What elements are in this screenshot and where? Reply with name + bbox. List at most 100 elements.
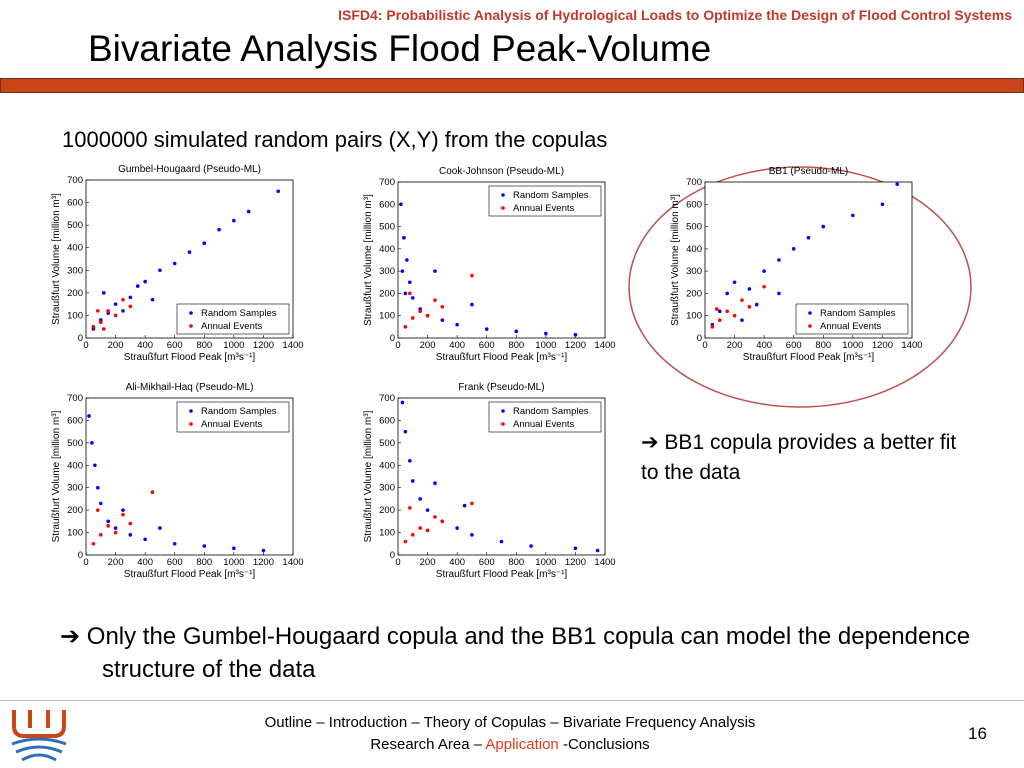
y-axis-label: Straußfurt Volume [million m³] bbox=[363, 410, 374, 542]
point bbox=[425, 313, 430, 318]
x-tick-label: 1400 bbox=[901, 340, 922, 351]
point bbox=[440, 318, 445, 322]
point bbox=[217, 227, 221, 232]
x-axis-label: Straußfurt Flood Peak [m³s⁻¹] bbox=[124, 569, 256, 580]
x-tick-label: 1000 bbox=[535, 340, 556, 351]
y-tick-label: 0 bbox=[78, 550, 83, 561]
point bbox=[747, 287, 752, 291]
y-tick-label: 500 bbox=[379, 438, 395, 449]
point bbox=[158, 526, 162, 530]
point bbox=[261, 548, 266, 553]
legend-marker bbox=[189, 324, 193, 328]
point bbox=[895, 182, 900, 187]
legend-marker bbox=[189, 311, 193, 315]
x-tick-label: 600 bbox=[479, 557, 495, 568]
y-tick-label: 0 bbox=[390, 550, 395, 561]
legend-marker bbox=[501, 206, 505, 210]
point bbox=[101, 327, 106, 331]
point bbox=[777, 258, 781, 262]
point bbox=[418, 526, 422, 530]
y-tick-label: 300 bbox=[67, 265, 83, 276]
point bbox=[143, 537, 147, 542]
point bbox=[403, 429, 408, 434]
y-axis-label: Straußfurt Volume [million m³] bbox=[51, 193, 62, 325]
chart-title: Cook-Johnson (Pseudo-ML) bbox=[439, 166, 564, 177]
bottom-note: ➔ Only the Gumbel-Hougaard copula and th… bbox=[60, 623, 971, 683]
point bbox=[433, 515, 437, 519]
x-tick-label: 800 bbox=[508, 340, 524, 351]
point bbox=[106, 519, 110, 524]
point bbox=[128, 521, 133, 526]
x-tick-label: 600 bbox=[786, 340, 802, 351]
x-tick-label: 1200 bbox=[565, 557, 586, 568]
point bbox=[595, 548, 600, 553]
y-tick-label: 200 bbox=[379, 288, 395, 299]
point bbox=[96, 485, 100, 490]
scatter-chart: Frank (Pseudo-ML)0 200 400 600 800 1000 1200 14… bbox=[363, 382, 616, 580]
legend-label: Random Samples bbox=[820, 308, 896, 319]
point bbox=[880, 202, 885, 207]
point bbox=[90, 441, 94, 445]
y-tick-label: 0 bbox=[697, 333, 702, 344]
legend-marker bbox=[808, 311, 812, 315]
point bbox=[400, 269, 405, 273]
legend-label: Annual Events bbox=[201, 419, 263, 430]
point bbox=[573, 332, 578, 337]
point bbox=[408, 506, 412, 510]
point bbox=[725, 291, 729, 296]
y-axis-label: Straußfurt Volume [million m³] bbox=[670, 194, 681, 326]
x-tick-label: 1400 bbox=[594, 340, 615, 351]
point bbox=[158, 268, 162, 273]
x-tick-label: 800 bbox=[815, 340, 831, 351]
x-tick-label: 600 bbox=[167, 557, 183, 568]
point bbox=[470, 273, 474, 278]
y-tick-label: 700 bbox=[67, 175, 83, 186]
point bbox=[187, 250, 192, 255]
y-tick-label: 600 bbox=[379, 415, 395, 426]
y-tick-label: 100 bbox=[686, 311, 702, 322]
point bbox=[408, 291, 412, 296]
y-tick-label: 600 bbox=[379, 199, 395, 210]
point bbox=[514, 329, 519, 334]
point bbox=[418, 497, 422, 501]
scatter-chart: Gumbel-Hougaard (Pseudo-ML) 0 200 400 600 800… bbox=[51, 164, 304, 363]
point bbox=[93, 463, 97, 468]
x-tick-label: 0 bbox=[83, 557, 88, 568]
point bbox=[101, 291, 106, 295]
point bbox=[425, 528, 430, 533]
point bbox=[121, 297, 125, 302]
x-axis-label: Straußfurt Flood Peak [m³s⁻¹] bbox=[436, 352, 568, 363]
x-tick-label: 600 bbox=[479, 340, 495, 351]
point bbox=[121, 508, 125, 512]
point bbox=[573, 546, 578, 551]
y-tick-label: 100 bbox=[379, 528, 395, 539]
legend bbox=[488, 185, 602, 217]
point bbox=[172, 261, 177, 266]
y-tick-label: 500 bbox=[379, 222, 395, 233]
point bbox=[732, 313, 737, 318]
y-tick-label: 300 bbox=[67, 483, 83, 494]
logo bbox=[11, 710, 67, 762]
point bbox=[715, 307, 719, 311]
y-tick-label: 500 bbox=[67, 438, 83, 449]
point bbox=[113, 302, 118, 306]
x-tick-label: 400 bbox=[137, 340, 153, 351]
point bbox=[113, 313, 118, 318]
legend-marker bbox=[501, 193, 505, 197]
x-axis-label: Straußfurt Flood Peak [m³s⁻¹] bbox=[124, 352, 256, 363]
point bbox=[433, 481, 437, 486]
point bbox=[851, 213, 855, 218]
point bbox=[403, 325, 408, 329]
x-tick-label: 600 bbox=[167, 340, 183, 351]
legend-label: Annual Events bbox=[513, 419, 575, 430]
point bbox=[403, 291, 408, 296]
y-tick-label: 400 bbox=[67, 460, 83, 471]
x-tick-label: 200 bbox=[727, 340, 743, 351]
footer-current: Application bbox=[485, 736, 559, 753]
point bbox=[791, 247, 796, 251]
legend-marker bbox=[501, 422, 505, 426]
legend-marker bbox=[189, 422, 193, 426]
point bbox=[499, 539, 504, 544]
point bbox=[87, 414, 91, 418]
x-tick-label: 1200 bbox=[253, 340, 274, 351]
